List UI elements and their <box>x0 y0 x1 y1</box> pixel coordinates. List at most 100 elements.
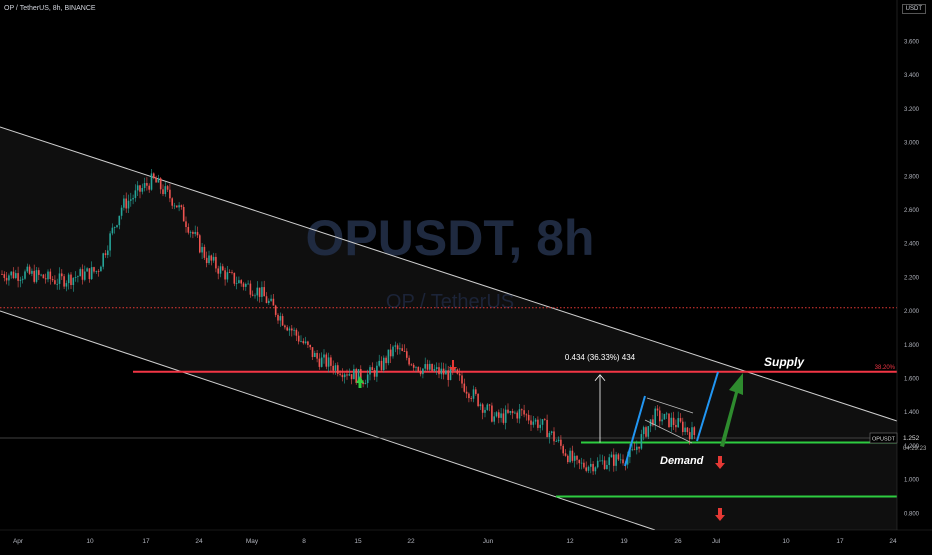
candle-body <box>378 360 380 366</box>
candle-body <box>258 287 261 297</box>
candle-body <box>5 277 8 281</box>
candle-body <box>270 298 272 301</box>
candle-body <box>481 404 484 413</box>
candle-body <box>178 205 180 208</box>
time-tick-label: 24 <box>889 538 897 545</box>
price-tick-label: 2.600 <box>904 208 920 214</box>
candle-body <box>682 421 684 433</box>
candle-body <box>104 253 107 256</box>
candle-body <box>672 417 675 426</box>
current-symbol-badge[interactable] <box>869 432 898 444</box>
price-tick-label: 1.800 <box>904 343 920 349</box>
candle-body <box>314 352 316 357</box>
candle-body <box>58 273 61 284</box>
candle-body <box>578 459 581 464</box>
candle-body <box>113 227 116 228</box>
candle-body <box>343 374 346 378</box>
candles-group <box>1 169 696 475</box>
impulse-line-1[interactable] <box>624 395 646 467</box>
candle-body <box>502 413 505 423</box>
time-tick-label: 10 <box>782 538 790 545</box>
candle-body <box>245 283 247 287</box>
candle-body <box>40 274 42 276</box>
candle-body <box>606 465 608 470</box>
candle-body <box>527 414 530 421</box>
candle-body <box>560 439 562 446</box>
candle-body <box>12 271 15 279</box>
candle-body <box>274 305 277 315</box>
candle-body <box>44 278 47 280</box>
candle-body <box>205 257 208 264</box>
candle-body <box>415 366 417 368</box>
price-tick-label: 2.000 <box>904 309 920 315</box>
channel-lower-line[interactable] <box>0 310 656 531</box>
candle-body <box>475 389 477 394</box>
candle-body <box>180 205 183 207</box>
candle-body <box>656 408 659 411</box>
candle-body <box>389 349 392 357</box>
candle-body <box>42 274 45 279</box>
candle-body <box>470 398 472 399</box>
countdown-label: 04:29:23 <box>903 446 927 452</box>
candle-body <box>691 427 693 440</box>
candle-body <box>35 270 38 282</box>
candle-body <box>141 187 144 192</box>
candle-body <box>504 409 507 423</box>
candle-body <box>550 431 553 433</box>
candle-body <box>435 367 438 370</box>
candle-body <box>33 270 35 282</box>
candle-body <box>155 177 157 183</box>
candle-body <box>171 198 173 206</box>
candle-body <box>534 419 537 422</box>
candle-body <box>320 357 323 367</box>
candle-body <box>601 460 604 462</box>
flag-upper[interactable] <box>646 397 694 414</box>
price-axis-bg[interactable] <box>897 0 932 550</box>
candle-body <box>493 416 495 422</box>
price-tick-label: 2.800 <box>904 174 920 180</box>
candle-body <box>647 426 650 437</box>
candle-body <box>21 278 24 280</box>
candle-body <box>111 227 114 234</box>
candle-body <box>47 271 49 280</box>
candle-body <box>360 369 362 382</box>
candle-body <box>399 348 401 350</box>
candle-body <box>134 190 137 199</box>
candle-body <box>208 255 210 264</box>
flag-lower[interactable] <box>644 419 693 444</box>
candle-body <box>192 231 194 234</box>
candle-body <box>468 393 470 399</box>
candle-body <box>357 369 360 383</box>
candle-body <box>164 186 167 195</box>
candle-body <box>123 198 125 208</box>
candle-body <box>302 341 305 344</box>
time-tick-label: Jun <box>483 538 494 545</box>
price-tick-label: 3.200 <box>904 107 920 113</box>
time-axis-bg[interactable] <box>0 530 932 550</box>
candle-body <box>355 369 357 383</box>
candle-body <box>654 408 656 426</box>
candle-body <box>652 419 654 426</box>
candle-body <box>166 186 169 190</box>
candle-body <box>426 364 429 370</box>
candle-body <box>569 450 571 463</box>
candle-body <box>159 178 162 190</box>
candle-body <box>366 374 369 384</box>
candle-body <box>256 287 259 296</box>
price-tick-label: 0.800 <box>904 511 920 517</box>
impulse-line-2[interactable] <box>696 371 719 442</box>
candle-body <box>465 391 468 394</box>
candle-body <box>622 459 624 464</box>
candle-body <box>132 198 134 200</box>
price-unit-label[interactable]: USDT <box>901 4 926 14</box>
candle-body <box>51 279 54 281</box>
candle-body <box>613 454 615 466</box>
candle-body <box>307 341 309 345</box>
price-tick-label: 2.400 <box>904 242 920 248</box>
candle-body <box>498 412 500 418</box>
candle-body <box>281 316 284 326</box>
candle-body <box>532 421 535 425</box>
candle-body <box>231 272 233 274</box>
